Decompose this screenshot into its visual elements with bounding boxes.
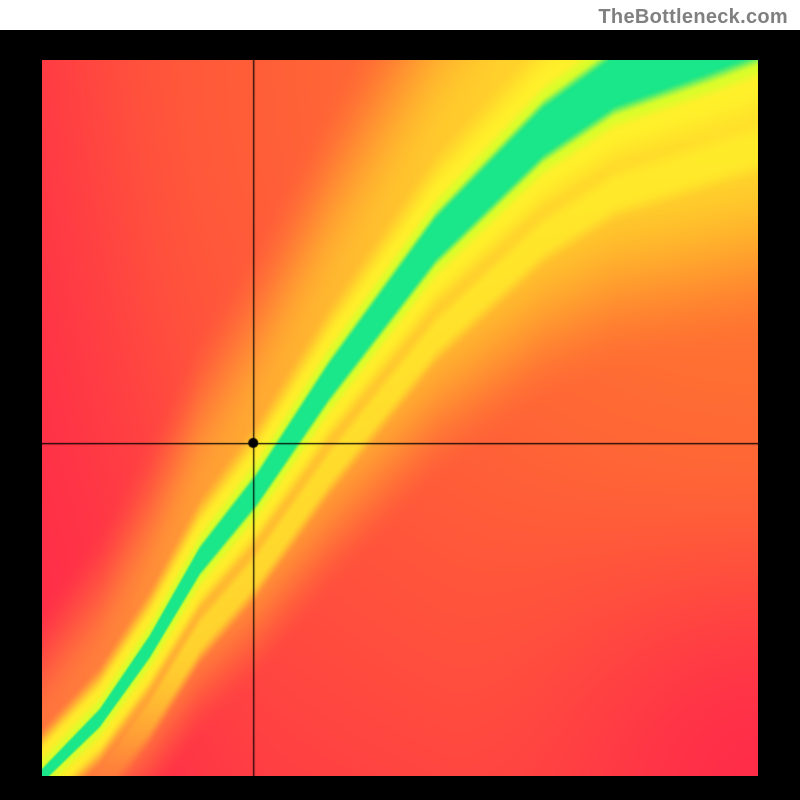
chart-container: TheBottleneck.com [0,0,800,800]
watermark-text: TheBottleneck.com [598,6,788,29]
outer-frame [0,30,800,800]
crosshair-overlay [42,60,758,776]
